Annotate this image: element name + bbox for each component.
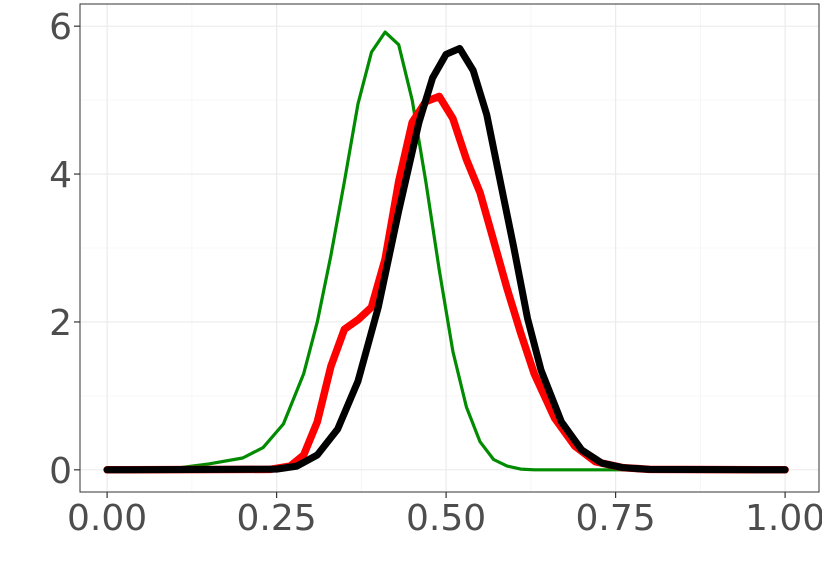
density-line-1 bbox=[105, 30, 787, 472]
x-tick-label: 1.00 bbox=[745, 498, 822, 539]
density-line-3 bbox=[103, 44, 789, 474]
x-tick-label: 0.25 bbox=[237, 498, 317, 539]
y-tick-label: 2 bbox=[49, 303, 72, 344]
x-tick-label: 0.50 bbox=[406, 498, 486, 539]
y-tick-label: 4 bbox=[49, 155, 72, 196]
y-tick-label: 6 bbox=[49, 7, 72, 48]
plot-panel-border bbox=[79, 3, 820, 493]
y-tick-label: 0 bbox=[49, 451, 72, 492]
series-group bbox=[103, 30, 789, 474]
grid bbox=[80, 4, 819, 492]
x-tick-label: 0.75 bbox=[576, 498, 656, 539]
axes: 0.00 0.25 0.50 0.75 1.00 0 2 4 6 bbox=[49, 7, 822, 539]
x-tick-label: 0.00 bbox=[67, 498, 147, 539]
